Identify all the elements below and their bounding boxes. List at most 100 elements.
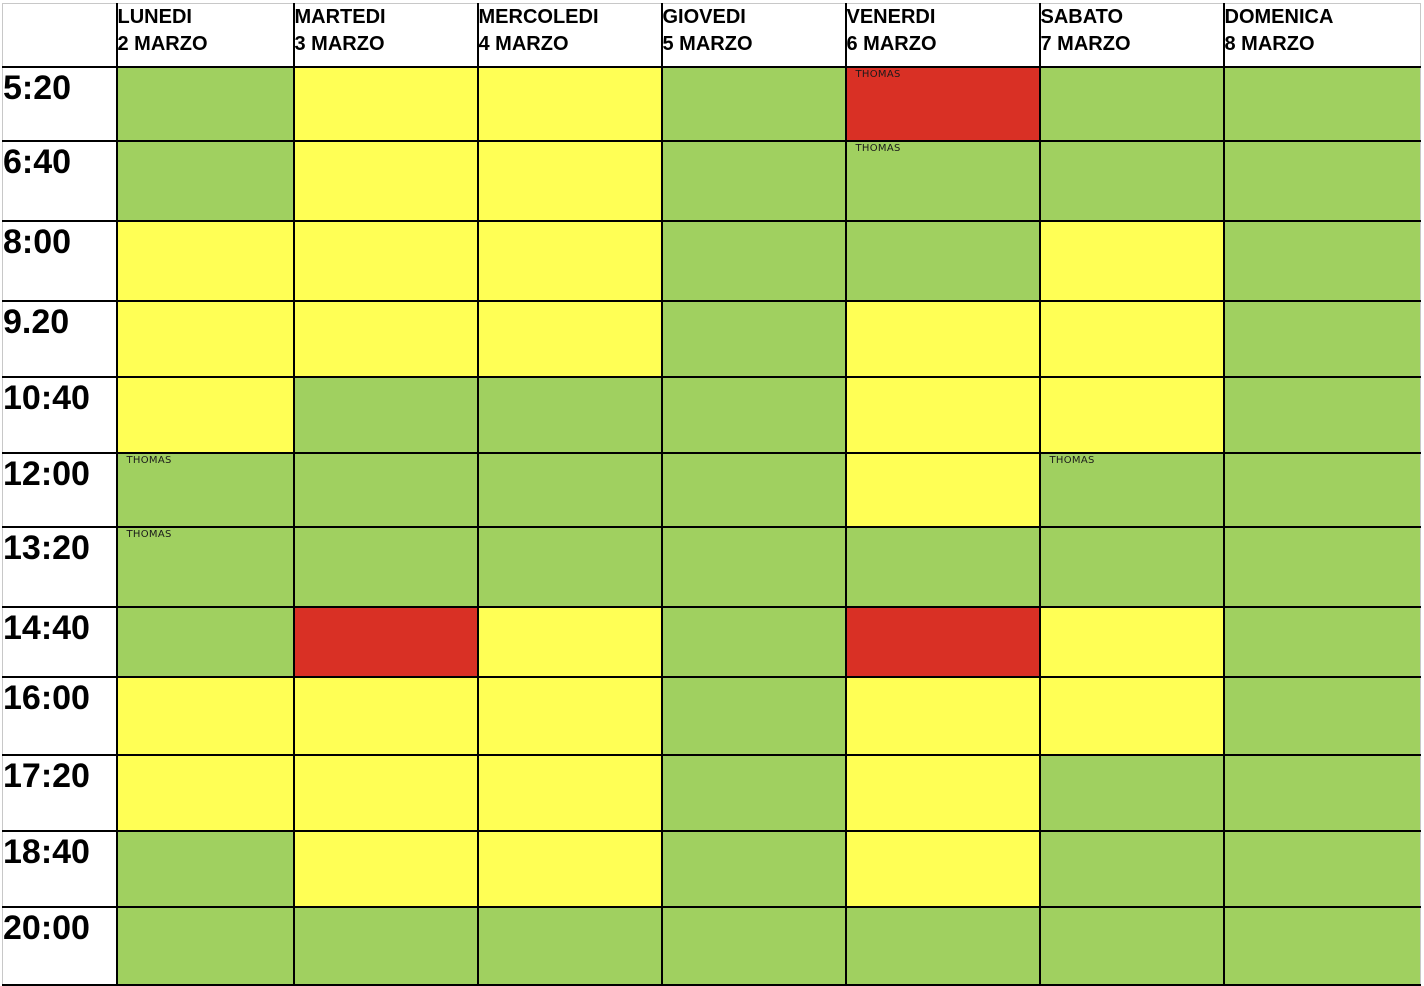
schedule-slot-green[interactable] — [115, 139, 295, 222]
schedule-slot-yellow[interactable] — [476, 139, 663, 222]
slot-note: THOMAS — [855, 68, 901, 80]
schedule-slot-red[interactable] — [292, 605, 479, 678]
schedule-slot-yellow[interactable] — [292, 66, 479, 142]
time-row: 17:20 — [2, 753, 1421, 832]
schedule-slot-yellow[interactable] — [292, 139, 479, 222]
time-row: 5:20 THOMAS — [2, 66, 1421, 142]
schedule-slot-yellow[interactable] — [476, 675, 663, 756]
schedule-slot-green[interactable] — [660, 753, 847, 832]
day-name: MERCOLEDI — [478, 6, 599, 28]
schedule-slot-green[interactable] — [292, 525, 479, 608]
schedule-slot-yellow[interactable] — [115, 753, 295, 832]
schedule-slot-yellow[interactable] — [844, 375, 1041, 454]
schedule-slot-green[interactable] — [1222, 525, 1421, 608]
schedule-slot-green[interactable] — [1222, 299, 1421, 378]
day-header-0: LUNEDI 2 MARZO — [115, 3, 295, 68]
schedule-slot-green[interactable] — [660, 605, 847, 678]
schedule-body: 5:20 THOMAS 6:40 THOMAS 8:00 9.20 10:40 12:00 TH… — [2, 66, 1421, 986]
schedule-slot-green[interactable] — [476, 375, 663, 454]
schedule-slot-green[interactable]: THOMAS — [844, 139, 1041, 222]
schedule-slot-yellow[interactable] — [476, 829, 663, 908]
schedule-slot-green[interactable] — [660, 525, 847, 608]
schedule-slot-green[interactable] — [1222, 66, 1421, 142]
time-row: 8:00 — [2, 219, 1421, 302]
schedule-slot-green[interactable] — [292, 451, 479, 528]
schedule-slot-yellow[interactable] — [476, 219, 663, 302]
schedule-slot-green[interactable] — [660, 451, 847, 528]
schedule-slot-green[interactable] — [1038, 829, 1225, 908]
schedule-slot-green[interactable] — [660, 139, 847, 222]
schedule-slot-green[interactable] — [1222, 605, 1421, 678]
schedule-slot-green[interactable] — [115, 829, 295, 908]
schedule-slot-green[interactable] — [115, 605, 295, 678]
schedule-slot-green[interactable] — [844, 905, 1041, 986]
schedule-slot-green[interactable] — [1038, 753, 1225, 832]
schedule-slot-green[interactable] — [660, 219, 847, 302]
schedule-slot-green[interactable] — [1222, 375, 1421, 454]
schedule-slot-green[interactable]: THOMAS — [1038, 451, 1225, 528]
time-row: 13:20 THOMAS — [2, 525, 1421, 608]
schedule-slot-yellow[interactable] — [476, 66, 663, 142]
schedule-slot-yellow[interactable] — [844, 675, 1041, 756]
schedule-slot-yellow[interactable] — [476, 299, 663, 378]
schedule-slot-green[interactable] — [1222, 451, 1421, 528]
schedule-slot-yellow[interactable] — [1038, 605, 1225, 678]
schedule-table: LUNEDI 2 MARZO MARTEDI 3 MARZO MERCOLEDI 4 MA… — [2, 3, 1421, 986]
schedule-slot-green[interactable] — [1038, 66, 1225, 142]
schedule-slot-green[interactable] — [292, 375, 479, 454]
schedule-slot-green[interactable] — [476, 525, 663, 608]
schedule-slot-yellow[interactable] — [292, 829, 479, 908]
schedule-slot-green[interactable] — [1038, 905, 1225, 986]
schedule-slot-yellow[interactable] — [844, 829, 1041, 908]
slot-note: THOMAS — [126, 528, 172, 540]
schedule-slot-yellow[interactable] — [1038, 219, 1225, 302]
schedule-slot-yellow[interactable] — [476, 753, 663, 832]
corner-cell — [2, 3, 118, 68]
schedule-slot-green[interactable] — [844, 219, 1041, 302]
schedule-slot-green[interactable] — [292, 905, 479, 986]
schedule-slot-green[interactable] — [660, 829, 847, 908]
schedule-slot-green[interactable] — [1222, 753, 1421, 832]
schedule-slot-green[interactable] — [1222, 139, 1421, 222]
schedule-slot-green[interactable] — [660, 299, 847, 378]
schedule-slot-green[interactable] — [1222, 675, 1421, 756]
schedule-slot-yellow[interactable] — [844, 753, 1041, 832]
schedule-slot-yellow[interactable] — [292, 219, 479, 302]
schedule-slot-yellow[interactable] — [115, 299, 295, 378]
day-date: 8 MARZO — [1224, 33, 1315, 55]
schedule-slot-yellow[interactable] — [292, 675, 479, 756]
schedule-slot-yellow[interactable] — [844, 299, 1041, 378]
schedule-slot-green[interactable] — [115, 905, 295, 986]
schedule-slot-green[interactable] — [660, 375, 847, 454]
schedule-slot-yellow[interactable] — [476, 605, 663, 678]
day-header-3: GIOVEDI 5 MARZO — [660, 3, 847, 68]
schedule-slot-green[interactable] — [476, 905, 663, 986]
schedule-slot-green[interactable] — [660, 905, 847, 986]
day-header-2: MERCOLEDI 4 MARZO — [476, 3, 663, 68]
schedule-slot-green[interactable] — [1222, 905, 1421, 986]
schedule-slot-green[interactable] — [115, 66, 295, 142]
schedule-slot-yellow[interactable] — [115, 675, 295, 756]
schedule-slot-green[interactable] — [1038, 525, 1225, 608]
schedule-slot-green[interactable] — [1222, 219, 1421, 302]
schedule-slot-green[interactable] — [1222, 829, 1421, 908]
schedule-slot-red[interactable] — [844, 605, 1041, 678]
schedule-slot-yellow[interactable] — [844, 451, 1041, 528]
schedule-slot-green[interactable] — [660, 66, 847, 142]
schedule-slot-red[interactable]: THOMAS — [844, 66, 1041, 142]
schedule-slot-yellow[interactable] — [1038, 299, 1225, 378]
schedule-slot-green[interactable] — [476, 451, 663, 528]
schedule-slot-green[interactable]: THOMAS — [115, 451, 295, 528]
time-label: 20:00 — [2, 905, 118, 986]
schedule-slot-yellow[interactable] — [115, 375, 295, 454]
schedule-slot-yellow[interactable] — [1038, 675, 1225, 756]
schedule-slot-green[interactable]: THOMAS — [115, 525, 295, 608]
day-date: 2 MARZO — [117, 33, 208, 55]
schedule-slot-green[interactable] — [1038, 139, 1225, 222]
schedule-slot-green[interactable] — [844, 525, 1041, 608]
schedule-slot-yellow[interactable] — [1038, 375, 1225, 454]
schedule-slot-yellow[interactable] — [115, 219, 295, 302]
schedule-slot-green[interactable] — [660, 675, 847, 756]
schedule-slot-yellow[interactable] — [292, 299, 479, 378]
schedule-slot-yellow[interactable] — [292, 753, 479, 832]
